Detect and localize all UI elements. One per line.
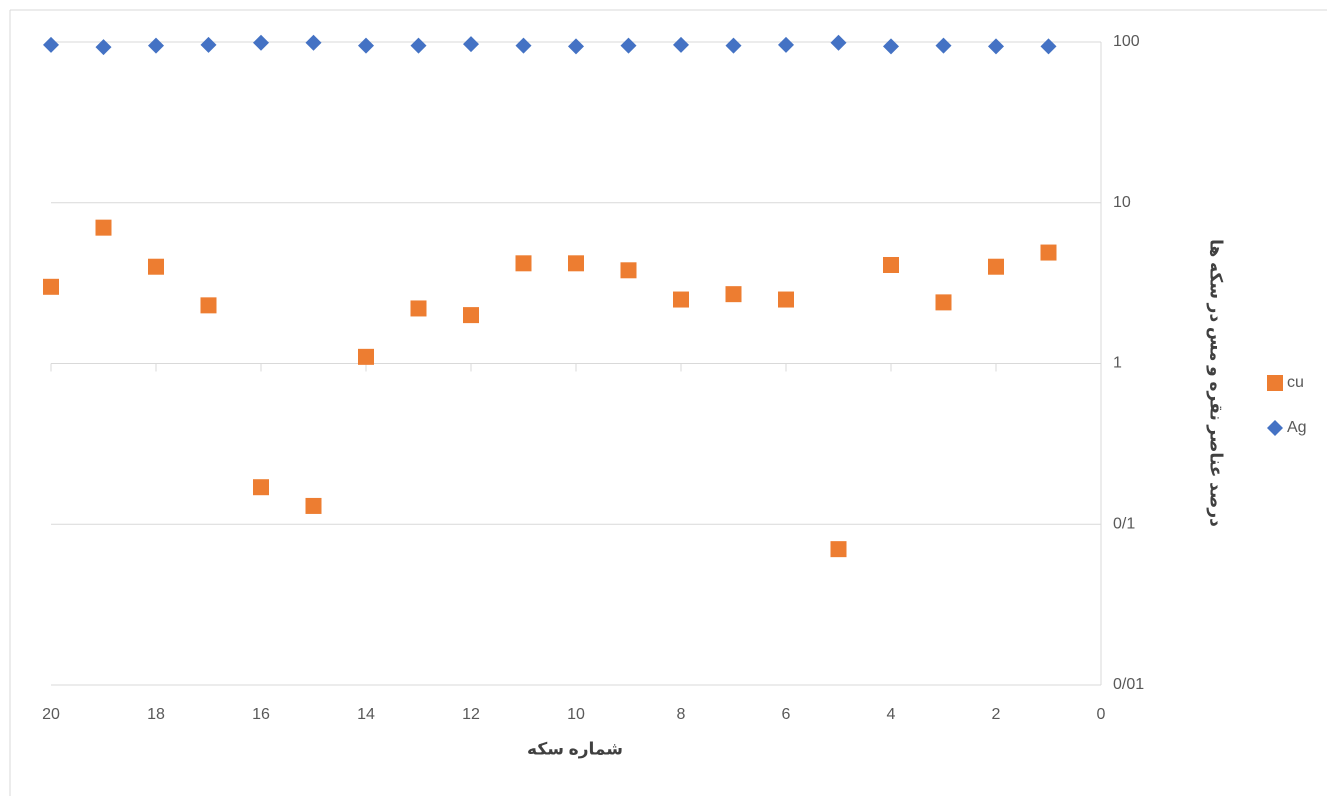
- x-tick-label: 0: [1097, 706, 1106, 723]
- diamond-marker: [148, 37, 164, 54]
- x-tick-label: 8: [677, 706, 686, 723]
- square-marker: [988, 258, 1004, 275]
- square-marker: [620, 262, 637, 279]
- diamond-marker: [463, 36, 479, 53]
- square-marker: [568, 255, 584, 272]
- y-tick-label: 0/01: [1113, 676, 1144, 693]
- square-marker: [95, 219, 112, 236]
- legend-label: Ag: [1287, 419, 1307, 436]
- square-marker: [673, 291, 689, 308]
- diamond-marker: [673, 36, 689, 53]
- y-tick-label: 10: [1113, 194, 1131, 211]
- y-tick-label: 1: [1113, 355, 1122, 372]
- square-marker: [778, 291, 794, 308]
- y-tick-label: 100: [1113, 33, 1140, 50]
- diamond-marker: [725, 37, 742, 54]
- square-marker: [830, 541, 847, 558]
- x-tick-label: 4: [887, 706, 896, 723]
- square-marker: [515, 255, 532, 272]
- diamond-marker: [95, 39, 112, 56]
- diamond-marker: [568, 38, 584, 55]
- square-marker: [358, 348, 374, 365]
- square-marker: [410, 300, 427, 317]
- diamond-marker: [200, 36, 217, 53]
- diamond-marker: [1040, 38, 1057, 55]
- y-axis-title: درصد عناصر نقره و مس در سکه ها: [1206, 239, 1226, 527]
- x-tick-label: 16: [252, 706, 270, 723]
- x-tick-label: 18: [147, 706, 165, 723]
- diamond-marker: [515, 37, 532, 54]
- x-axis-title: شماره سکه: [527, 739, 623, 758]
- x-tick-label: 14: [357, 706, 375, 723]
- diamond-marker: [43, 36, 59, 53]
- legend-marker: [1267, 375, 1283, 391]
- y-tick-label: 0/1: [1113, 515, 1135, 532]
- square-marker: [43, 278, 59, 295]
- diamond-marker: [935, 37, 952, 54]
- diamond-marker: [778, 36, 794, 53]
- diamond-marker: [358, 37, 374, 54]
- x-tick-label: 2: [992, 706, 1001, 723]
- square-marker: [253, 479, 269, 496]
- legend-marker: [1267, 420, 1283, 436]
- square-marker: [200, 297, 217, 314]
- square-marker: [305, 497, 322, 514]
- diamond-marker: [620, 37, 637, 54]
- square-marker: [935, 294, 952, 311]
- square-marker: [463, 307, 479, 324]
- square-marker: [725, 286, 742, 303]
- square-marker: [883, 256, 899, 273]
- diamond-marker: [830, 34, 847, 51]
- square-marker: [1040, 244, 1057, 261]
- x-tick-label: 12: [462, 706, 480, 723]
- x-tick-label: 20: [42, 706, 60, 723]
- diamond-marker: [305, 34, 322, 51]
- x-tick-label: 6: [782, 706, 791, 723]
- diamond-marker: [883, 38, 899, 55]
- diamond-marker: [410, 37, 427, 54]
- diamond-marker: [253, 34, 269, 51]
- square-marker: [148, 258, 164, 275]
- x-tick-label: 10: [567, 706, 585, 723]
- diamond-marker: [988, 38, 1004, 55]
- legend-label: cu: [1287, 374, 1304, 391]
